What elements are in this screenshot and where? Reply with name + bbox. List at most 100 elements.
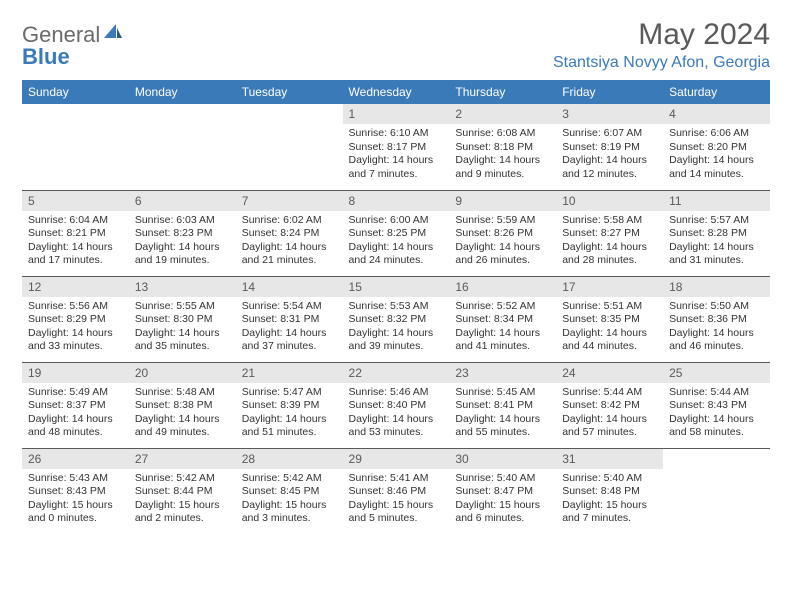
daylight-text: Daylight: 14 hours and 35 minutes. bbox=[135, 327, 230, 354]
sunrise-text: Sunrise: 6:00 AM bbox=[349, 214, 444, 228]
sunset-text: Sunset: 8:21 PM bbox=[28, 227, 123, 241]
calendar-day-cell: 26Sunrise: 5:43 AMSunset: 8:43 PMDayligh… bbox=[22, 448, 129, 534]
calendar-day-cell: 28Sunrise: 5:42 AMSunset: 8:45 PMDayligh… bbox=[236, 448, 343, 534]
day-number: 27 bbox=[129, 449, 236, 469]
day-number: 18 bbox=[663, 277, 770, 297]
sunset-text: Sunset: 8:34 PM bbox=[455, 313, 550, 327]
sunset-text: Sunset: 8:19 PM bbox=[562, 141, 657, 155]
sunrise-text: Sunrise: 5:40 AM bbox=[562, 472, 657, 486]
daylight-text: Daylight: 14 hours and 28 minutes. bbox=[562, 241, 657, 268]
sunset-text: Sunset: 8:40 PM bbox=[349, 399, 444, 413]
day-details: Sunrise: 6:00 AMSunset: 8:25 PMDaylight:… bbox=[343, 211, 450, 273]
calendar-day-cell: 20Sunrise: 5:48 AMSunset: 8:38 PMDayligh… bbox=[129, 362, 236, 448]
day-details: Sunrise: 6:08 AMSunset: 8:18 PMDaylight:… bbox=[449, 124, 556, 186]
day-number: 23 bbox=[449, 363, 556, 383]
sunset-text: Sunset: 8:35 PM bbox=[562, 313, 657, 327]
calendar-day-cell: 2Sunrise: 6:08 AMSunset: 8:18 PMDaylight… bbox=[449, 104, 556, 190]
sunset-text: Sunset: 8:44 PM bbox=[135, 485, 230, 499]
sunrise-text: Sunrise: 5:57 AM bbox=[669, 214, 764, 228]
day-number: 14 bbox=[236, 277, 343, 297]
title-block: May 2024 Stantsiya Novyy Afon, Georgia bbox=[553, 18, 770, 72]
sunrise-text: Sunrise: 5:44 AM bbox=[669, 386, 764, 400]
sunrise-text: Sunrise: 6:06 AM bbox=[669, 127, 764, 141]
weekday-header: Wednesday bbox=[343, 80, 450, 104]
day-details: Sunrise: 5:44 AMSunset: 8:42 PMDaylight:… bbox=[556, 383, 663, 445]
daylight-text: Daylight: 14 hours and 41 minutes. bbox=[455, 327, 550, 354]
sunrise-text: Sunrise: 5:45 AM bbox=[455, 386, 550, 400]
sunrise-text: Sunrise: 5:42 AM bbox=[135, 472, 230, 486]
day-details: Sunrise: 6:06 AMSunset: 8:20 PMDaylight:… bbox=[663, 124, 770, 186]
daylight-text: Daylight: 15 hours and 0 minutes. bbox=[28, 499, 123, 526]
daylight-text: Daylight: 14 hours and 49 minutes. bbox=[135, 413, 230, 440]
calendar-day-cell: 23Sunrise: 5:45 AMSunset: 8:41 PMDayligh… bbox=[449, 362, 556, 448]
day-details: Sunrise: 5:46 AMSunset: 8:40 PMDaylight:… bbox=[343, 383, 450, 445]
calendar-week-row: 5Sunrise: 6:04 AMSunset: 8:21 PMDaylight… bbox=[22, 190, 770, 276]
sunset-text: Sunset: 8:41 PM bbox=[455, 399, 550, 413]
weekday-header: Tuesday bbox=[236, 80, 343, 104]
day-details: Sunrise: 5:45 AMSunset: 8:41 PMDaylight:… bbox=[449, 383, 556, 445]
day-details: Sunrise: 5:58 AMSunset: 8:27 PMDaylight:… bbox=[556, 211, 663, 273]
daylight-text: Daylight: 14 hours and 12 minutes. bbox=[562, 154, 657, 181]
calendar-day-cell: 9Sunrise: 5:59 AMSunset: 8:26 PMDaylight… bbox=[449, 190, 556, 276]
sunrise-text: Sunrise: 5:43 AM bbox=[28, 472, 123, 486]
daylight-text: Daylight: 14 hours and 21 minutes. bbox=[242, 241, 337, 268]
daylight-text: Daylight: 14 hours and 39 minutes. bbox=[349, 327, 444, 354]
calendar-day-cell: 8Sunrise: 6:00 AMSunset: 8:25 PMDaylight… bbox=[343, 190, 450, 276]
sunrise-text: Sunrise: 6:04 AM bbox=[28, 214, 123, 228]
sunset-text: Sunset: 8:43 PM bbox=[28, 485, 123, 499]
day-details: Sunrise: 5:57 AMSunset: 8:28 PMDaylight:… bbox=[663, 211, 770, 273]
day-number: 9 bbox=[449, 191, 556, 211]
sunset-text: Sunset: 8:24 PM bbox=[242, 227, 337, 241]
day-details: Sunrise: 5:50 AMSunset: 8:36 PMDaylight:… bbox=[663, 297, 770, 359]
calendar-day-cell: 10Sunrise: 5:58 AMSunset: 8:27 PMDayligh… bbox=[556, 190, 663, 276]
sunrise-text: Sunrise: 6:10 AM bbox=[349, 127, 444, 141]
day-details: Sunrise: 5:42 AMSunset: 8:44 PMDaylight:… bbox=[129, 469, 236, 531]
day-details: Sunrise: 5:47 AMSunset: 8:39 PMDaylight:… bbox=[236, 383, 343, 445]
day-details: Sunrise: 5:55 AMSunset: 8:30 PMDaylight:… bbox=[129, 297, 236, 359]
sunrise-text: Sunrise: 5:49 AM bbox=[28, 386, 123, 400]
sunset-text: Sunset: 8:23 PM bbox=[135, 227, 230, 241]
daylight-text: Daylight: 14 hours and 48 minutes. bbox=[28, 413, 123, 440]
sunset-text: Sunset: 8:29 PM bbox=[28, 313, 123, 327]
sunset-text: Sunset: 8:39 PM bbox=[242, 399, 337, 413]
calendar-day-cell: 29Sunrise: 5:41 AMSunset: 8:46 PMDayligh… bbox=[343, 448, 450, 534]
day-details: Sunrise: 5:40 AMSunset: 8:47 PMDaylight:… bbox=[449, 469, 556, 531]
daylight-text: Daylight: 14 hours and 57 minutes. bbox=[562, 413, 657, 440]
day-number: 1 bbox=[343, 104, 450, 124]
sunrise-text: Sunrise: 5:50 AM bbox=[669, 300, 764, 314]
daylight-text: Daylight: 14 hours and 19 minutes. bbox=[135, 241, 230, 268]
day-number: 20 bbox=[129, 363, 236, 383]
daylight-text: Daylight: 14 hours and 51 minutes. bbox=[242, 413, 337, 440]
sunrise-text: Sunrise: 5:41 AM bbox=[349, 472, 444, 486]
calendar-day-cell: 19Sunrise: 5:49 AMSunset: 8:37 PMDayligh… bbox=[22, 362, 129, 448]
day-details: Sunrise: 5:44 AMSunset: 8:43 PMDaylight:… bbox=[663, 383, 770, 445]
day-details: Sunrise: 5:43 AMSunset: 8:43 PMDaylight:… bbox=[22, 469, 129, 531]
daylight-text: Daylight: 14 hours and 24 minutes. bbox=[349, 241, 444, 268]
header: General May 2024 Stantsiya Novyy Afon, G… bbox=[22, 18, 770, 72]
weekday-header: Monday bbox=[129, 80, 236, 104]
day-number: 31 bbox=[556, 449, 663, 469]
sunrise-text: Sunrise: 5:48 AM bbox=[135, 386, 230, 400]
calendar-day-cell: 13Sunrise: 5:55 AMSunset: 8:30 PMDayligh… bbox=[129, 276, 236, 362]
logo-sail-icon bbox=[102, 22, 124, 40]
day-number: 8 bbox=[343, 191, 450, 211]
sunrise-text: Sunrise: 6:07 AM bbox=[562, 127, 657, 141]
day-details: Sunrise: 5:53 AMSunset: 8:32 PMDaylight:… bbox=[343, 297, 450, 359]
day-details: Sunrise: 6:10 AMSunset: 8:17 PMDaylight:… bbox=[343, 124, 450, 186]
sunrise-text: Sunrise: 5:52 AM bbox=[455, 300, 550, 314]
sunset-text: Sunset: 8:48 PM bbox=[562, 485, 657, 499]
sunrise-text: Sunrise: 6:02 AM bbox=[242, 214, 337, 228]
daylight-text: Daylight: 14 hours and 44 minutes. bbox=[562, 327, 657, 354]
calendar-day-cell: 27Sunrise: 5:42 AMSunset: 8:44 PMDayligh… bbox=[129, 448, 236, 534]
daylight-text: Daylight: 14 hours and 14 minutes. bbox=[669, 154, 764, 181]
daylight-text: Daylight: 14 hours and 58 minutes. bbox=[669, 413, 764, 440]
day-number: 26 bbox=[22, 449, 129, 469]
sunrise-text: Sunrise: 5:47 AM bbox=[242, 386, 337, 400]
calendar-week-row: 19Sunrise: 5:49 AMSunset: 8:37 PMDayligh… bbox=[22, 362, 770, 448]
daylight-text: Daylight: 14 hours and 17 minutes. bbox=[28, 241, 123, 268]
day-number: 3 bbox=[556, 104, 663, 124]
sunset-text: Sunset: 8:36 PM bbox=[669, 313, 764, 327]
calendar-day-cell: 16Sunrise: 5:52 AMSunset: 8:34 PMDayligh… bbox=[449, 276, 556, 362]
calendar-day-cell: 3 Sunrise: 6:07 AMSunset: 8:19 PMDaylight… bbox=[556, 104, 663, 190]
daylight-text: Daylight: 15 hours and 2 minutes. bbox=[135, 499, 230, 526]
